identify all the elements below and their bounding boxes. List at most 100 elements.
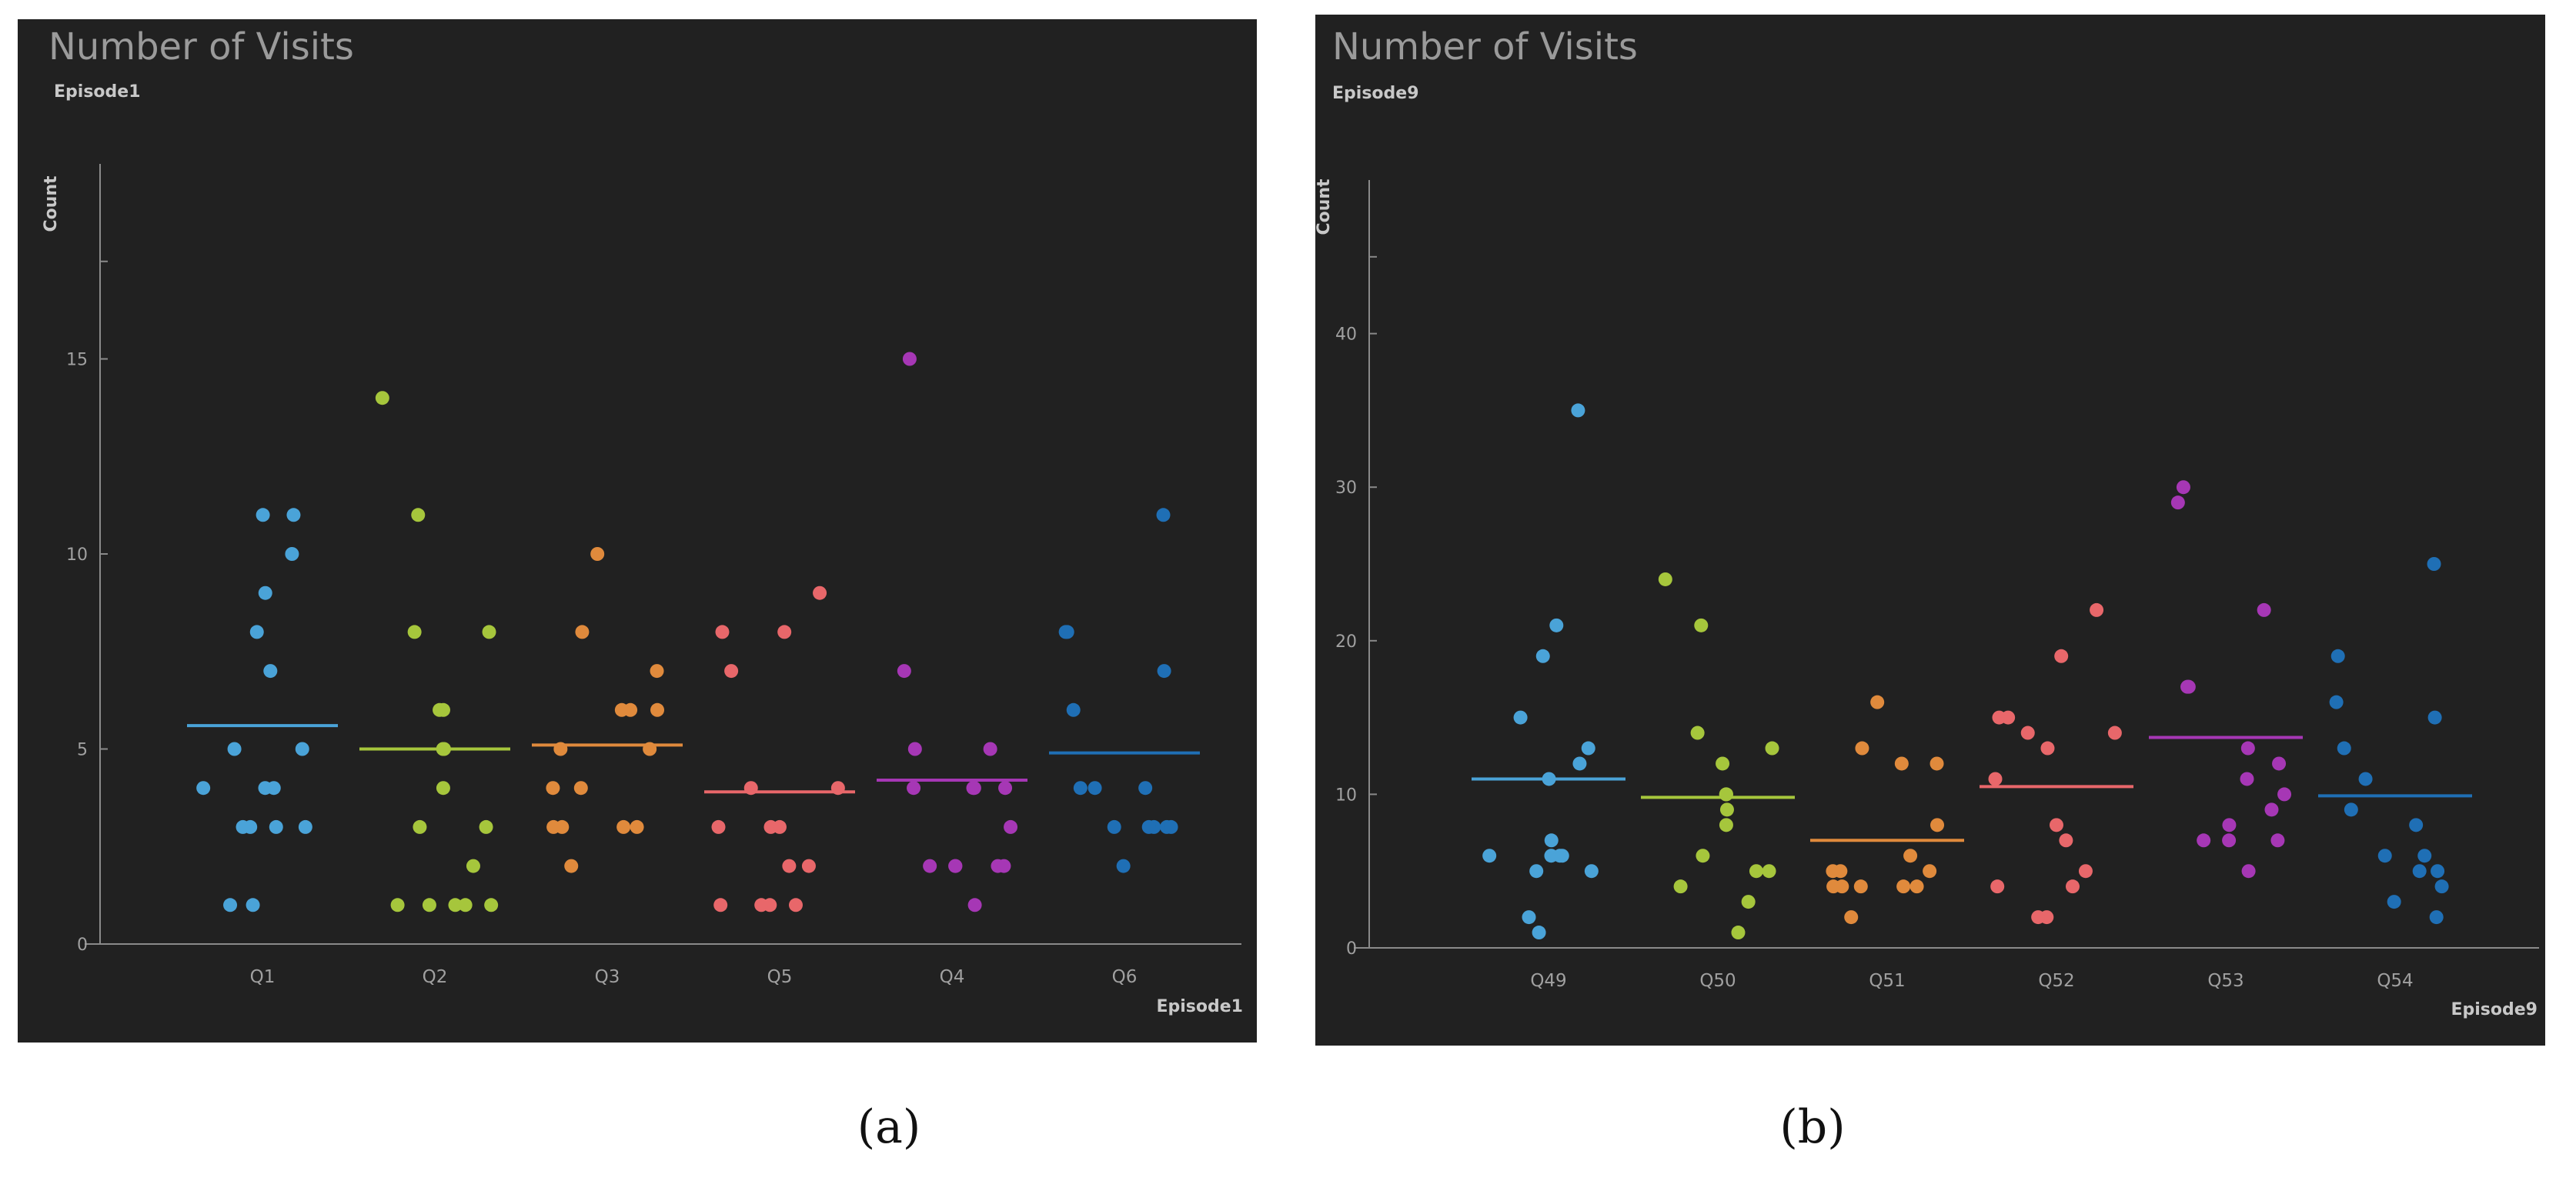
data-point (2059, 833, 2073, 848)
data-point (2176, 480, 2190, 495)
data-point (1765, 741, 1779, 756)
data-point (1990, 879, 2005, 894)
data-point (2180, 679, 2195, 694)
data-point (2427, 557, 2441, 571)
series-Q6 (1049, 508, 1200, 873)
data-point (813, 585, 827, 600)
x-tick-label: Q51 (1869, 971, 1905, 991)
data-point (2409, 818, 2424, 832)
x-tick-label: Q5 (767, 967, 793, 987)
series-Q5 (704, 585, 855, 912)
data-point (458, 898, 473, 912)
data-point (1930, 818, 1945, 832)
data-point (630, 819, 644, 834)
y-tick-label: 5 (77, 741, 88, 760)
data-point (1535, 649, 1550, 663)
data-point (2222, 818, 2237, 832)
data-point (1581, 741, 1595, 756)
data-point (1719, 802, 1734, 817)
x-tick-label: Q6 (1112, 967, 1138, 987)
data-point (298, 819, 312, 834)
data-point (2272, 756, 2287, 771)
data-point (1694, 618, 1709, 632)
data-point (1058, 625, 1073, 639)
chart-subtitle: Episode9 (1332, 84, 1419, 103)
data-point (623, 702, 638, 717)
data-point (236, 819, 250, 834)
data-point (413, 819, 427, 834)
data-point (2277, 787, 2292, 802)
data-point (2412, 864, 2427, 879)
data-point (2090, 602, 2104, 617)
data-point (1731, 926, 1746, 940)
data-point (564, 859, 579, 873)
data-point (948, 859, 963, 873)
series-Q2 (359, 391, 510, 912)
data-point (1138, 781, 1153, 796)
data-point (2170, 495, 2185, 510)
data-point (801, 859, 816, 873)
data-point (907, 742, 922, 756)
data-point (1903, 849, 1918, 863)
data-point (1658, 572, 1672, 586)
x-tick-label: Q1 (250, 967, 276, 987)
data-point (715, 625, 730, 639)
data-point (923, 859, 937, 873)
data-point (650, 664, 664, 679)
data-point (2040, 741, 2055, 756)
x-tick-label: Q50 (1699, 971, 1736, 991)
data-point (1513, 710, 1528, 725)
y-tick-label: 0 (77, 936, 88, 955)
data-point (2054, 649, 2069, 663)
data-point (546, 819, 561, 834)
data-point (897, 664, 911, 679)
data-point (1844, 910, 1859, 925)
data-point (1156, 508, 1171, 522)
data-point (1923, 864, 1937, 879)
data-point (1004, 819, 1018, 834)
data-point (2417, 849, 2432, 863)
data-point (375, 391, 389, 405)
data-point (1826, 864, 1840, 879)
data-point (777, 625, 792, 639)
data-point (1741, 895, 1756, 909)
data-point (711, 819, 726, 834)
data-point (1571, 403, 1585, 418)
x-tick-label: Q4 (940, 967, 965, 987)
data-point (2427, 710, 2442, 725)
scatter-plot-b: 0 10 20 30 40 Count Episode9 Q49 Q50 Q51 Q52 Q53 Q54 (1315, 178, 2539, 1019)
data-point (1762, 864, 1776, 879)
data-point (1690, 726, 1705, 740)
data-point (1853, 879, 1868, 894)
chart-panel-b: Number of Visits Episode9 0 10 20 30 40 Count… (1315, 15, 2545, 1046)
data-point (1696, 849, 1710, 863)
data-point (1749, 864, 1763, 879)
data-point (227, 742, 242, 756)
data-point (411, 508, 426, 522)
data-point (997, 859, 1011, 873)
y-tick-label: 15 (66, 351, 88, 370)
data-point (258, 585, 272, 600)
data-point (1088, 781, 1102, 796)
data-point (1929, 756, 1944, 771)
data-point (295, 742, 309, 756)
data-point (286, 508, 301, 522)
x-tick-label: Q52 (2038, 971, 2074, 991)
data-point (2257, 602, 2271, 617)
y-tick-label: 10 (66, 545, 88, 565)
data-point (2197, 833, 2211, 848)
data-point (967, 898, 982, 912)
data-point (1116, 859, 1131, 873)
data-point (782, 859, 797, 873)
data-point (246, 898, 260, 912)
chart-panel-a: Number of Visits Episode1 0 5 10 15 Count Epi… (18, 19, 1257, 1043)
data-point (2429, 910, 2444, 925)
data-point (1716, 756, 1730, 771)
data-point (390, 898, 405, 912)
data-point (2031, 910, 2046, 925)
data-point (1826, 879, 1841, 894)
data-point (983, 742, 997, 756)
data-point (2241, 864, 2256, 879)
data-point (2264, 802, 2279, 817)
data-point (1572, 756, 1587, 771)
